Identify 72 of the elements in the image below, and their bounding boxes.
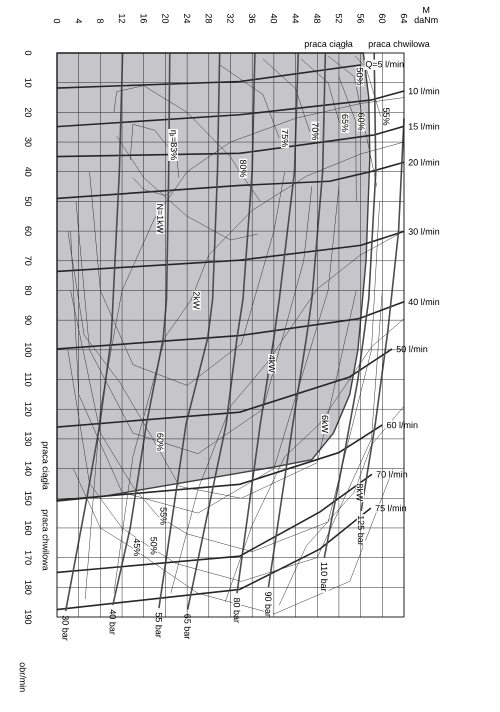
annotation: 60% [358,113,365,130]
text: praca ciągła [304,40,353,49]
text: 110 bar [320,562,328,592]
x-tick-label: 28 [206,14,212,24]
text: 30 bar [62,616,69,641]
y-tick-label: 0 [25,50,32,56]
x-tick-label: 4 [76,18,82,24]
annotation: 65% [342,114,348,132]
series-label: 30 l/min [408,228,440,235]
x-tick-label: 0 [54,18,60,24]
x-tick-label: 12 [118,14,126,24]
text: 40 bar [110,610,116,635]
x-tick-label: 24 [184,14,190,24]
x-tick-label: 52 [336,14,342,24]
annotation: 50% [356,68,363,86]
x-tick-label: 8 [97,18,104,24]
y-tick-label: 160 [25,521,32,536]
x-tick-label: 56 [357,14,364,24]
y-tick-label: 90 [25,316,32,325]
y-tick-label: 130 [25,432,32,446]
y-tick-label: 150 [25,491,32,506]
y-tick-label: 70 [25,256,32,266]
text: 125 bar [358,516,364,546]
y-tick-label: 180 [25,580,32,594]
series-label: 40 l/min [408,298,440,306]
x-tick-label: 44 [292,14,299,24]
y-tick-label: 10 [25,78,32,88]
x-tick-label: 40 [270,14,278,24]
text: 55 bar [156,612,162,638]
y-tick-label: 50 [25,196,32,206]
y-tick-label: 40 [25,166,32,176]
series-label: 20 l/min [408,158,440,166]
annotation: N=1kW [157,204,164,234]
y-tick-label: 190 [25,610,32,624]
x-tick-label: 48 [314,14,320,24]
annotation: 6kW [322,416,329,434]
y-axis-title: obr/min [20,662,26,692]
annotation: 55% [383,108,390,126]
annotation: 60% [157,433,164,451]
y-tick-label: 100 [25,343,32,358]
annotation: η$_{t}$=83% [169,130,178,160]
text: praca chwilowa [368,40,430,49]
text: 80 bar [234,598,240,623]
x-tick-label: 64 [400,14,408,24]
annotation: 55% [160,507,167,525]
y-tick-label: 110 [25,373,32,386]
annotation: 8kW [356,484,364,502]
x-tick-label: 32 [227,14,234,24]
annotation: 50% [150,537,157,554]
x-tick-label: 16 [140,14,147,24]
annotation: 4kW [268,355,276,373]
text: praca chwilowa [40,510,50,571]
text: 90 bar [265,592,272,617]
annotation: 2kW [193,292,200,310]
x-tick-label: 36 [248,14,256,24]
text: praca ciągła [40,442,50,490]
y-tick-label: 140 [25,462,32,476]
annotation: 45% [134,538,140,556]
text: 65 bar [184,614,191,640]
x-axis-title: M daNm [414,6,438,24]
x-tick-label: 60 [379,14,386,24]
x-tick-label: 20 [162,14,169,24]
y-tick-label: 20 [25,108,32,118]
annotation: 75% [282,130,288,147]
y-tick-label: 170 [25,550,32,565]
series-label: 10 l/min [408,88,440,94]
annotation: 80% [240,160,246,178]
y-tick-label: 120 [25,402,32,416]
series-label: 15 l/min [408,123,440,130]
y-tick-label: 80 [25,286,32,296]
y-tick-label: 60 [25,226,32,236]
y-tick-label: 30 [25,137,32,147]
